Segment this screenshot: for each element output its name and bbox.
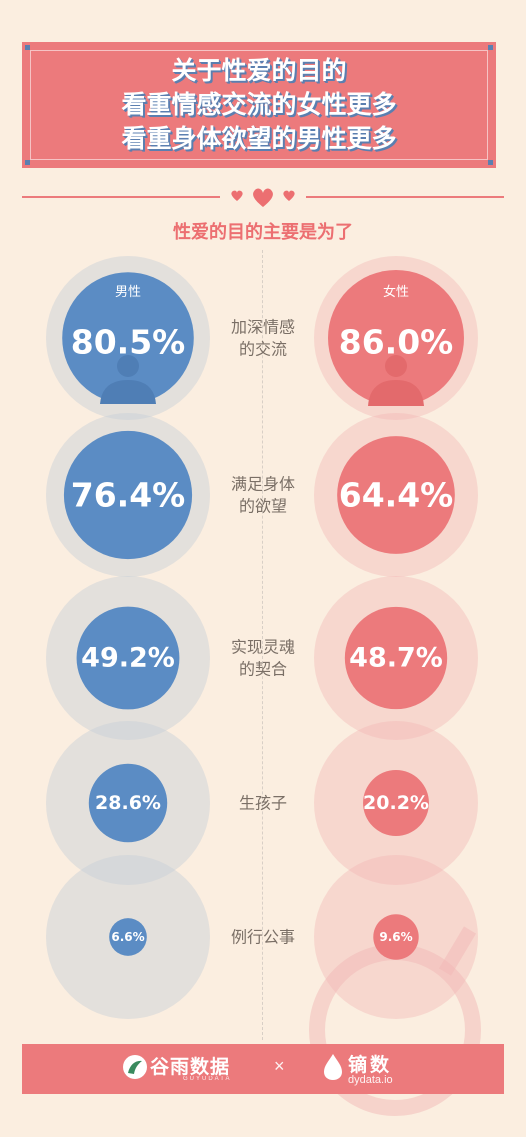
brand-dydata-sub: dydata.io [348,1074,393,1086]
page-title: 关于性爱的目的 看重情感交流的女性更多 看重身体欲望的男性更多 [121,57,397,153]
center-dashed-line [262,250,263,1040]
female-value-label: 86.0% [339,323,454,362]
legend-female: 女性 [383,284,409,300]
divider-left [22,196,220,198]
female-bubble [344,606,448,710]
footer-bar: 谷雨数据 GUYUDATA × 镝数 dydata.io [22,1044,504,1094]
hearts-icon [231,188,295,207]
banner-corner-bl [25,160,30,165]
title-banner: 关于性爱的目的 看重情感交流的女性更多 看重身体欲望的男性更多 [22,42,496,168]
banner-corner-tl [25,45,30,50]
chart-subtitle: 性爱的目的主要是为了 [173,222,353,242]
category-label: 满足身体 [231,475,295,494]
category-label: 例行公事 [231,928,295,947]
male-value-label: 80.5% [71,323,186,362]
female-bubble [373,914,419,960]
male-bubble [88,763,168,843]
female-bubble [328,270,464,406]
banner-corner-br [488,160,493,165]
male-person-body-icon [100,380,156,404]
banner-corner-tr [488,45,493,50]
male-person-icon [117,355,139,377]
category-label: 加深情感 [231,318,295,337]
male-value-label: 28.6% [95,792,161,814]
category-label: 的交流 [239,340,287,359]
male-bubble [76,606,180,710]
divider-right [306,196,504,198]
female-bubble [363,770,429,836]
category-label: 的契合 [239,660,287,679]
guyu-logo-icon [123,1055,147,1079]
male-value-label: 49.2% [81,643,175,674]
male-bubble [62,272,194,404]
category-label: 的欲望 [239,497,287,516]
category-label: 实现灵魂 [231,638,295,657]
female-value-label: 9.6% [379,930,412,944]
legend-male: 男性 [115,285,141,300]
symbol-arrow [438,926,477,976]
female-bubble [337,436,455,554]
male-value-label: 76.4% [71,476,186,515]
dydata-logo-icon [324,1054,342,1080]
brand-guyu: 谷雨数据 [150,1057,231,1078]
brand-dydata: 镝数 [348,1055,393,1076]
female-value-label: 20.2% [363,792,429,814]
banner-frame [30,50,488,160]
female-person-body-icon [368,380,424,406]
male-value-label: 6.6% [111,930,144,944]
female-value-label: 64.4% [339,476,454,515]
female-value-label: 48.7% [349,643,443,674]
brand-separator: × [274,1056,285,1076]
female-person-icon [385,355,407,377]
category-label: 生孩子 [239,794,287,813]
male-bubble [109,918,147,956]
brand-guyu-sub: GUYUDATA [183,1076,232,1082]
male-bubble [63,430,193,560]
